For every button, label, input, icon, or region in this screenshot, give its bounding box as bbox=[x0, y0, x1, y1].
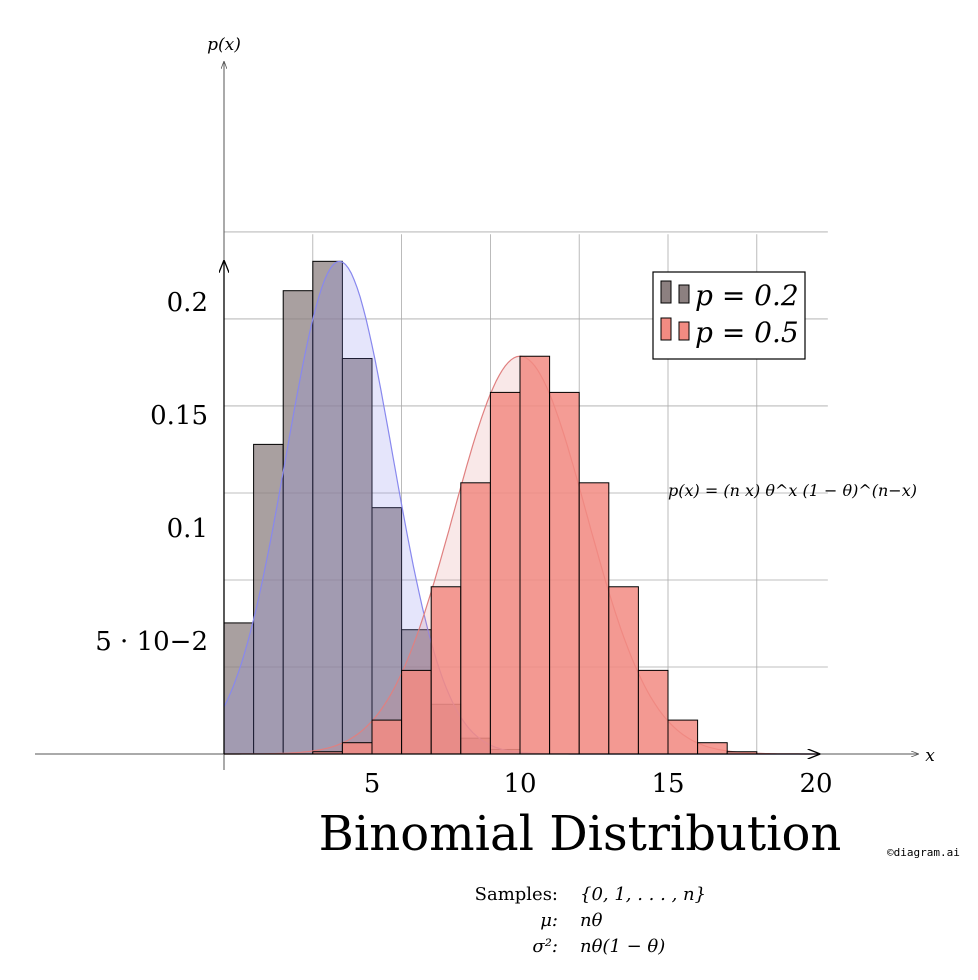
chart-title: Binomial Distribution bbox=[319, 806, 842, 862]
y-tick-label: 0.15 bbox=[150, 401, 208, 431]
series-p05-bars bbox=[312, 355, 758, 755]
mean-row: μ: nθ bbox=[430, 908, 706, 934]
variance-row: σ²: nθ(1 − θ) bbox=[430, 934, 706, 960]
bar-p05 bbox=[578, 482, 610, 755]
x-axis-label: x bbox=[925, 746, 935, 766]
x-tick-label: 20 bbox=[799, 769, 832, 799]
bar-p05 bbox=[371, 719, 403, 755]
variance-label: σ²: bbox=[532, 936, 558, 957]
x-tick-label: 15 bbox=[651, 769, 684, 799]
legend-swatch-p05 bbox=[678, 321, 690, 341]
bar-p05 bbox=[637, 669, 669, 755]
bar-p05 bbox=[401, 669, 432, 755]
bar-p05 bbox=[549, 391, 580, 755]
bar-p05 bbox=[341, 742, 373, 755]
legend-swatch-p02 bbox=[678, 284, 690, 304]
variance-value: nθ(1 − θ) bbox=[580, 936, 666, 957]
legend-swatch-p05 bbox=[660, 317, 672, 341]
bar-p05 bbox=[667, 719, 699, 755]
bar-p05 bbox=[460, 482, 491, 755]
samples-label: Samples: bbox=[474, 884, 558, 905]
y-tick-label: 0.1 bbox=[167, 514, 208, 544]
legend-swatch-p02 bbox=[660, 280, 672, 304]
bar-p05 bbox=[430, 586, 462, 755]
x-tick-label: 10 bbox=[503, 769, 536, 799]
legend-label-p02: p = 0.2 bbox=[695, 279, 799, 312]
y-tick-label: 0.2 bbox=[167, 288, 208, 318]
mean-value: nθ bbox=[580, 910, 603, 931]
samples-value: {0, 1, . . . , n} bbox=[580, 884, 707, 905]
bar-p02 bbox=[282, 290, 314, 755]
y-tick-label: 5 · 10−2 bbox=[95, 627, 208, 657]
mean-label: μ: bbox=[540, 910, 558, 931]
samples-row: Samples: {0, 1, . . . , n} bbox=[430, 882, 706, 908]
axes bbox=[35, 62, 918, 770]
x-tick-label: 5 bbox=[364, 769, 381, 799]
bar-p05 bbox=[608, 586, 639, 755]
bar-p05 bbox=[697, 742, 728, 755]
pmf-formula: p(x) = (n x) θ^x (1 − θ)^(n−x) bbox=[668, 481, 917, 500]
bar-p05 bbox=[519, 355, 551, 755]
density-area bbox=[224, 261, 822, 754]
legend-box bbox=[652, 271, 806, 360]
legend: p = 0.2 p = 0.5 bbox=[652, 271, 806, 360]
bar-p02 bbox=[371, 507, 403, 755]
legend-label-p05: p = 0.5 bbox=[695, 316, 799, 349]
tick-labels: 5 10 15 20 5 · 10−2 0.1 0.15 0.2 bbox=[95, 288, 832, 799]
distribution-properties: Samples: {0, 1, . . . , n} μ: nθ σ²: nθ(… bbox=[430, 882, 706, 960]
watermark: ©diagram.ai bbox=[887, 846, 960, 859]
y-axis-label: p(x) bbox=[207, 35, 241, 55]
bar-p05 bbox=[489, 391, 521, 755]
